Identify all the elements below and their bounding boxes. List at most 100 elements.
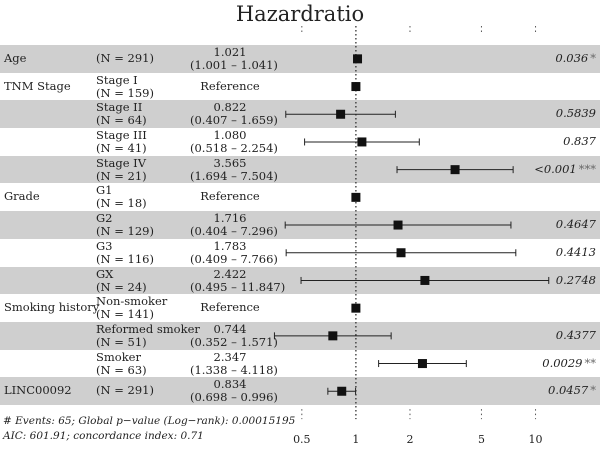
p-value: 0.4647 — [555, 217, 596, 232]
level-cell: Non-smoker (N = 141) — [96, 295, 167, 321]
hazard-ratio-marker — [393, 220, 403, 230]
n-label: (N = 51) — [96, 334, 147, 349]
ci-value: (0.518 – 2.254) — [190, 141, 278, 156]
ci-value: (0.495 – 11.847) — [190, 279, 286, 294]
level-label: Stage II — [96, 100, 143, 115]
x-tick-label: 10 — [529, 433, 543, 446]
estimate-value: Reference — [200, 78, 260, 93]
estimate-value: 0.822 — [213, 100, 247, 115]
p-value-cell: 0.036 * — [555, 52, 596, 65]
estimate-cell: Reference — [190, 190, 270, 203]
variable-label: Smoking history — [4, 300, 100, 315]
p-value-cell: 0.2748 — [555, 272, 596, 287]
hazard-ratio-marker — [450, 165, 460, 175]
level-label: Reformed smoker — [96, 321, 200, 336]
x-tick-label: 2 — [406, 433, 413, 446]
hazard-ratio-marker — [336, 109, 346, 119]
estimate-value: 2.347 — [213, 349, 247, 364]
estimate-cell: Reference — [190, 301, 270, 314]
level-cell: Stage I (N = 159) — [96, 72, 154, 100]
estimate-cell: 0.744 (0.352 – 1.571) — [190, 322, 278, 349]
p-value: 0.2748 — [555, 272, 596, 287]
n-label: (N = 291) — [96, 51, 154, 65]
ci-value: (1.338 – 4.118) — [190, 362, 278, 377]
estimate-cell: 3.565 (1.694 – 7.504) — [190, 155, 278, 183]
estimate-value: Reference — [200, 189, 260, 204]
level-cell: (N = 291) — [96, 52, 154, 65]
p-value: 0.4413 — [555, 244, 596, 259]
estimate-cell: 0.834 (0.698 – 0.996) — [190, 378, 278, 405]
estimate-cell: 1.080 (0.518 – 2.254) — [190, 128, 278, 156]
p-value: 0.036 — [555, 51, 589, 65]
estimate-cell: Reference — [190, 78, 270, 93]
level-cell: Smoker (N = 63) — [96, 350, 147, 377]
table-row: Age (N = 291) 1.021 (1.001 – 1.041) 0.036 * — [0, 45, 600, 73]
estimate-cell: 2.347 (1.338 – 4.118) — [190, 349, 278, 377]
significance-stars: * — [590, 51, 596, 65]
level-cell: Stage III (N = 41) — [96, 129, 147, 155]
footnote: # Events: 65; Global p−value (Log−rank):… — [3, 414, 295, 444]
level-cell: Stage II (N = 64) — [96, 101, 147, 127]
level-label: GX — [96, 266, 114, 281]
n-label: (N = 21) — [96, 168, 147, 183]
estimate-value: 1.080 — [213, 128, 247, 143]
level-cell: Reformed smoker (N = 51) — [96, 321, 200, 349]
table-row: Stage III (N = 41) 1.080 (0.518 – 2.254) 0.8… — [0, 128, 600, 156]
estimate-cell: 2.422 (0.495 – 11.847) — [190, 267, 286, 294]
x-tick-label: 5 — [478, 433, 485, 446]
p-value-cell: 0.4413 — [555, 244, 596, 259]
table-row: Grade G1 (N = 18) Reference — [0, 183, 600, 211]
n-label: (N = 41) — [96, 141, 147, 156]
p-value: 0.4377 — [555, 327, 596, 342]
hazard-ratio-marker — [351, 82, 361, 92]
estimate-cell: 1.783 (0.409 – 7.766) — [190, 238, 278, 266]
level-label: Stage IV — [96, 155, 147, 170]
p-value: 0.5839 — [555, 106, 596, 121]
n-label: (N = 18) — [96, 196, 147, 211]
level-cell: G2 (N = 129) — [96, 212, 154, 238]
table-row: G3 (N = 116) 1.783 (0.409 – 7.766) 0.4413 — [0, 239, 600, 267]
ci-value: (0.404 – 7.296) — [190, 224, 278, 239]
level-label: Stage I — [96, 72, 138, 87]
ci-value: (1.001 – 1.041) — [190, 58, 278, 72]
footnote-line-2: AIC: 601.91; concordance index: 0.71 — [3, 430, 204, 442]
hazard-ratio-marker — [353, 54, 363, 64]
p-value-cell: 0.0457 * — [548, 384, 596, 397]
estimate-value: 1.783 — [213, 238, 247, 253]
hazard-ratio-marker — [417, 359, 427, 369]
hazard-ratio-marker — [357, 137, 367, 147]
n-label: (N = 291) — [96, 383, 154, 398]
footnote-line-1: # Events: 65; Global p−value (Log−rank):… — [3, 415, 296, 427]
level-label: Non-smoker — [96, 294, 168, 309]
estimate-cell: 1.716 (0.404 – 7.296) — [190, 212, 278, 239]
p-value-cell: 0.4377 — [555, 327, 596, 342]
table-row: Smoker (N = 63) 2.347 (1.338 – 4.118) 0.0029… — [0, 350, 600, 378]
ci-value: (0.698 – 0.996) — [190, 390, 278, 405]
table-row: LINC00092 (N = 291) 0.834 (0.698 – 0.996) 0.… — [0, 377, 600, 405]
p-value-cell: 0.0029 ** — [542, 355, 597, 370]
estimate-value: Reference — [200, 300, 260, 315]
p-value-cell: 0.4647 — [556, 218, 596, 231]
p-value-cell: 0.5839 — [556, 107, 596, 120]
estimate-cell: 1.021 (1.001 – 1.041) — [190, 46, 278, 72]
p-value: 0.0457 — [548, 383, 589, 398]
hazard-ratio-marker — [351, 303, 361, 313]
estimate-value: 3.565 — [213, 155, 247, 170]
variable-label: TNM Stage — [4, 78, 71, 93]
n-label: (N = 116) — [96, 251, 154, 266]
n-label: (N = 63) — [96, 362, 147, 377]
variable-label: LINC00092 — [4, 383, 72, 398]
level-cell: Stage IV (N = 21) — [96, 155, 147, 183]
x-tick-label: 1 — [352, 433, 359, 446]
n-label: (N = 24) — [96, 279, 147, 294]
p-value-cell: 0.837 — [563, 135, 596, 148]
p-value: 0.0029 — [542, 355, 583, 370]
estimate-cell: 0.822 (0.407 – 1.659) — [190, 100, 278, 127]
significance-stars: ** — [584, 355, 597, 370]
variable-label: Age — [4, 51, 27, 65]
n-label: (N = 64) — [96, 113, 147, 128]
table-row: Reformed smoker (N = 51) 0.744 (0.352 – 1.5… — [0, 321, 600, 350]
ci-value: (0.409 – 7.766) — [190, 251, 278, 266]
